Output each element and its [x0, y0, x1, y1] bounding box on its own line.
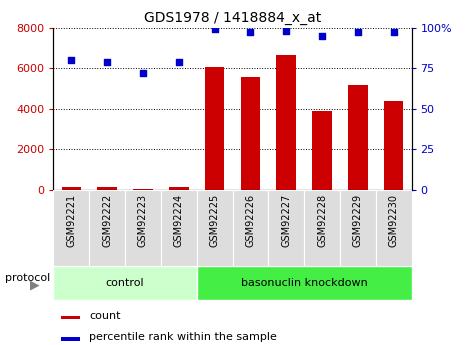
Bar	[53, 190, 89, 266]
Bar	[205, 67, 225, 190]
Point	[175, 59, 182, 65]
Text: control: control	[106, 278, 145, 288]
Bar	[97, 187, 117, 190]
Text: GSM92223: GSM92223	[138, 194, 148, 247]
Bar	[61, 187, 81, 190]
Bar	[60, 316, 80, 319]
Bar	[125, 190, 161, 266]
Bar	[376, 190, 412, 266]
Point	[354, 30, 361, 35]
Point	[246, 30, 254, 35]
Title: GDS1978 / 1418884_x_at: GDS1978 / 1418884_x_at	[144, 11, 321, 25]
Point	[211, 27, 218, 32]
Text: ▶: ▶	[30, 278, 40, 291]
Text: GSM92227: GSM92227	[281, 194, 291, 247]
Bar	[312, 111, 332, 190]
Text: percentile rank within the sample: percentile rank within the sample	[89, 332, 277, 342]
Bar	[169, 187, 189, 190]
Bar	[161, 190, 197, 266]
Text: GSM92221: GSM92221	[66, 194, 76, 247]
Text: GSM92230: GSM92230	[389, 194, 399, 247]
Text: basonuclin knockdown: basonuclin knockdown	[241, 278, 367, 288]
Bar	[304, 190, 340, 266]
Text: GSM92222: GSM92222	[102, 194, 112, 247]
Text: GSM92224: GSM92224	[174, 194, 184, 247]
Text: GSM92228: GSM92228	[317, 194, 327, 247]
Bar	[89, 190, 125, 266]
Bar	[348, 85, 368, 190]
Text: count: count	[89, 311, 121, 321]
Bar	[276, 55, 296, 190]
Point	[67, 57, 75, 63]
Point	[390, 30, 397, 35]
Bar	[53, 266, 197, 300]
Point	[139, 70, 146, 76]
Bar	[197, 266, 412, 300]
Text: GSM92226: GSM92226	[246, 194, 255, 247]
Text: GSM92225: GSM92225	[210, 194, 219, 247]
Text: protocol: protocol	[5, 273, 50, 283]
Bar	[268, 190, 304, 266]
Bar	[240, 77, 260, 190]
Point	[282, 28, 290, 33]
Point	[103, 59, 111, 65]
Point	[318, 33, 325, 38]
Text: GSM92229: GSM92229	[353, 194, 363, 247]
Bar	[340, 190, 376, 266]
Bar	[60, 337, 80, 341]
Bar	[232, 190, 268, 266]
Bar	[384, 101, 404, 190]
Bar	[197, 190, 232, 266]
Bar	[133, 189, 153, 190]
